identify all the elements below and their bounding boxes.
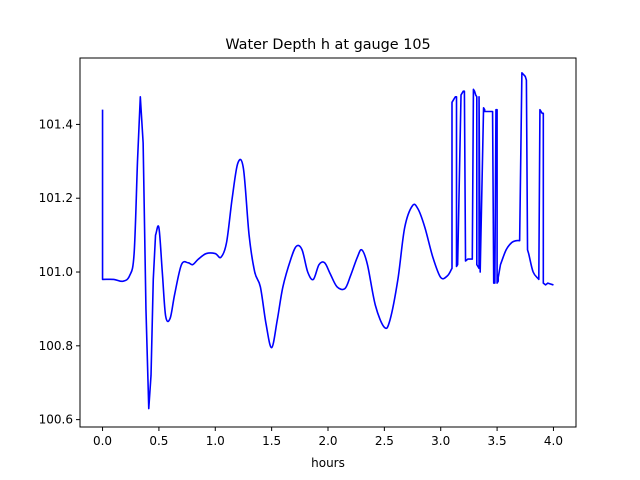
x-tick-label: 2.0 — [318, 434, 337, 448]
x-tick-label: 4.0 — [544, 434, 563, 448]
x-tick-label: 1.5 — [262, 434, 281, 448]
x-tick-label: 3.0 — [431, 434, 450, 448]
x-tick-label: 0.5 — [149, 434, 168, 448]
y-tick-label: 101.2 — [39, 191, 73, 205]
y-tick-label: 101.4 — [39, 117, 73, 131]
y-tick-label: 100.8 — [39, 339, 73, 353]
chart-title: Water Depth h at gauge 105 — [225, 37, 430, 53]
y-axis-ticks: 100.6 100.8 101.0 101.2 101.4 — [39, 117, 80, 427]
series-layer — [101, 71, 554, 410]
y-tick-label: 100.6 — [39, 413, 73, 427]
x-tick-label: 3.5 — [488, 434, 507, 448]
series-line — [101, 71, 554, 410]
x-tick-label: 1.0 — [206, 434, 225, 448]
x-axis-label: hours — [311, 456, 345, 470]
x-tick-label: 2.5 — [375, 434, 394, 448]
x-tick-label: 0.0 — [93, 434, 112, 448]
y-tick-label: 101.0 — [39, 265, 73, 279]
x-axis-ticks: 0.0 0.5 1.0 1.5 2.0 2.5 3.0 3.5 4.0 — [93, 427, 563, 448]
